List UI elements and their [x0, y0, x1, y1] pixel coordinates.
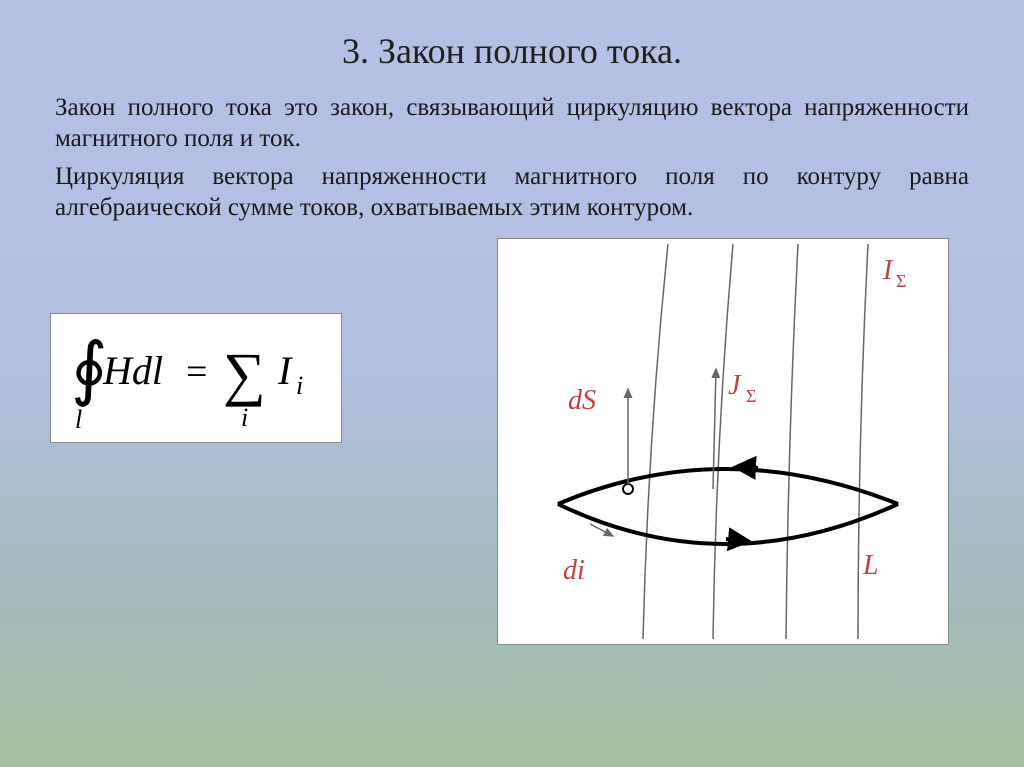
- current-line-1: [643, 244, 668, 639]
- label-I-sigma: I: [882, 255, 894, 286]
- diagram-svg: I Σ dS J Σ di L: [498, 239, 948, 644]
- label-I-sigma-sub: Σ: [896, 271, 906, 291]
- label-J-sigma: J: [728, 370, 742, 401]
- paragraph-1: Закон полного тока это закон, связывающи…: [55, 92, 969, 155]
- slide-title: 3. Закон полного тока.: [55, 30, 969, 72]
- diagram-box: I Σ dS J Σ di L: [497, 238, 949, 645]
- label-di: di: [563, 555, 585, 586]
- current-line-2: [713, 244, 733, 639]
- sum-sub: i: [241, 403, 248, 432]
- loop-arrow-back: [736, 467, 758, 468]
- sum-body-sub: i: [296, 371, 303, 400]
- formula-box: ∮ l Hdl = ∑ i I i: [50, 313, 342, 443]
- label-J-sigma-sub: Σ: [746, 386, 756, 406]
- sum-body: I: [277, 348, 293, 393]
- current-line-3: [786, 244, 798, 639]
- label-L: L: [862, 550, 879, 581]
- sum-sign: ∑: [223, 341, 266, 407]
- integral-sign: ∮: [71, 331, 107, 408]
- integral-body: Hdl: [102, 348, 163, 393]
- loop-back: [558, 469, 898, 504]
- dS-origin-circle: [623, 484, 633, 494]
- equals-sign: =: [186, 351, 207, 393]
- paragraph-2: Циркуляция вектора напряженности магнитн…: [55, 161, 969, 224]
- formula-svg: ∮ l Hdl = ∑ i I i: [63, 324, 323, 434]
- loop-arrow-front: [726, 539, 748, 541]
- integral-sub: l: [75, 405, 82, 434]
- slide: 3. Закон полного тока. Закон полного ток…: [0, 0, 1024, 767]
- label-dS: dS: [568, 385, 596, 416]
